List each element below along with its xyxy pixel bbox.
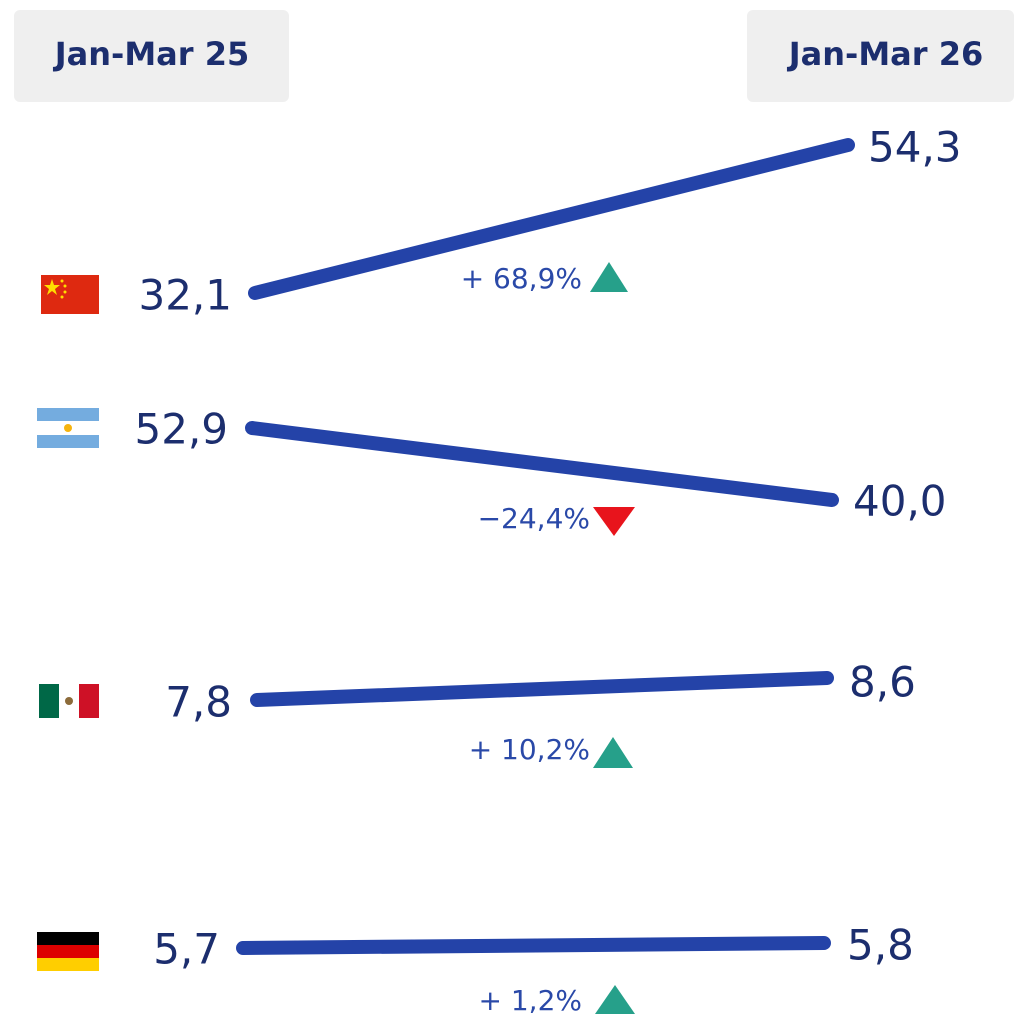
change-label: + 1,2%: [479, 984, 583, 1017]
start-value: 5,7: [153, 925, 220, 974]
change-label: −24,4%: [478, 502, 590, 535]
slope-line: [250, 671, 834, 707]
end-value: 40,0: [853, 477, 947, 526]
flag-china: [41, 275, 99, 314]
change-label: + 10,2%: [469, 733, 590, 766]
header-box: [747, 10, 1014, 102]
slope-line: [236, 936, 831, 955]
slope-line: [245, 421, 839, 507]
end-value: 54,3: [868, 123, 962, 172]
start-value: 52,9: [134, 405, 228, 454]
up-arrow: [595, 985, 635, 1014]
header-right: Jan-Mar 26: [787, 35, 983, 73]
header-left: Jan-Mar 25: [53, 35, 249, 73]
header-box: [14, 10, 289, 102]
change-label: + 68,9%: [461, 262, 582, 295]
end-value: 5,8: [847, 921, 914, 970]
flag-argentina: [37, 408, 99, 448]
up-arrow: [590, 262, 628, 292]
start-value: 7,8: [165, 678, 232, 727]
end-value: 8,6: [849, 658, 916, 707]
slope-line: [248, 138, 855, 300]
down-arrow: [593, 507, 635, 536]
start-value: 32,1: [138, 271, 232, 320]
flag-germany: [37, 932, 99, 971]
flag-mexico: [39, 684, 99, 718]
up-arrow: [593, 737, 633, 768]
